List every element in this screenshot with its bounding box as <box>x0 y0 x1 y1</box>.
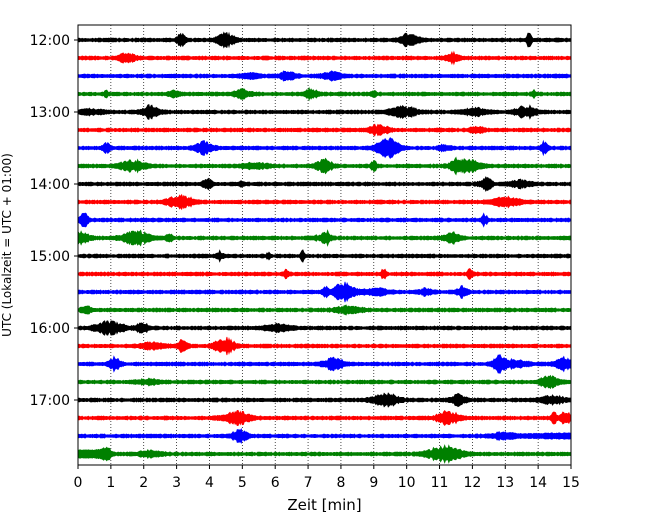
x-tick-label: 10 <box>398 475 416 491</box>
trace-1730 <box>77 427 572 445</box>
y-tick-label: 16:00 <box>30 321 70 337</box>
y-tick-label: 15:00 <box>30 249 70 265</box>
x-axis-ticks: 0 1 2 3 4 5 6 7 8 9 10 11 12 13 14 15 <box>74 465 580 491</box>
x-tick-label: 14 <box>529 475 547 491</box>
x-tick-label: 0 <box>74 475 83 491</box>
trace-1315 <box>77 123 572 137</box>
trace-1330 <box>77 137 572 159</box>
y-tick-label: 17:00 <box>30 393 70 409</box>
trace-1230 <box>77 70 572 82</box>
trace-1445 <box>77 229 572 247</box>
y-tick-label: 13:00 <box>30 105 70 121</box>
y-axis-ticks: 12:00 13:00 14:00 15:00 16:00 17:00 <box>30 33 78 409</box>
x-tick-label: 8 <box>336 475 345 491</box>
x-tick-label: 5 <box>238 475 247 491</box>
x-tick-label: 13 <box>496 475 514 491</box>
x-tick-label: 2 <box>139 475 148 491</box>
trace-1515 <box>77 268 572 280</box>
x-tick-label: 4 <box>205 475 214 491</box>
x-tick-label: 15 <box>562 475 580 491</box>
trace-1245 <box>77 86 572 102</box>
trace-1215 <box>77 50 572 66</box>
trace-1700 <box>77 392 572 408</box>
y-tick-label: 12:00 <box>30 33 70 49</box>
x-tick-label: 6 <box>271 475 280 491</box>
trace-1300 <box>77 103 572 121</box>
trace-1345 <box>77 156 572 176</box>
trace-1530 <box>77 281 572 303</box>
y-axis-label: UTC (Lokalzeit = UTC + 01:00) <box>0 153 14 337</box>
trace-1715 <box>77 409 572 427</box>
y-tick-label: 14:00 <box>30 177 70 193</box>
x-tick-label: 3 <box>172 475 181 491</box>
trace-1500 <box>77 249 572 263</box>
grid-lines <box>110 25 539 465</box>
trace-1545 <box>77 304 572 316</box>
trace-1745 <box>77 444 572 464</box>
x-tick-label: 1 <box>106 475 115 491</box>
trace-1430 <box>77 212 572 228</box>
trace-1615 <box>77 336 572 356</box>
trace-1415 <box>77 193 572 211</box>
trace-1200 <box>77 31 572 49</box>
trace-1630 <box>77 354 572 374</box>
x-tick-label: 7 <box>304 475 313 491</box>
x-tick-label: 11 <box>431 475 449 491</box>
traces <box>77 31 572 464</box>
plot-frame <box>77 24 572 466</box>
x-axis-label: Zeit [min] <box>287 496 361 514</box>
x-tick-label: 12 <box>463 475 481 491</box>
trace-1600 <box>77 320 572 336</box>
trace-1400 <box>77 176 572 192</box>
x-tick-label: 9 <box>369 475 378 491</box>
trace-1645 <box>77 374 572 390</box>
